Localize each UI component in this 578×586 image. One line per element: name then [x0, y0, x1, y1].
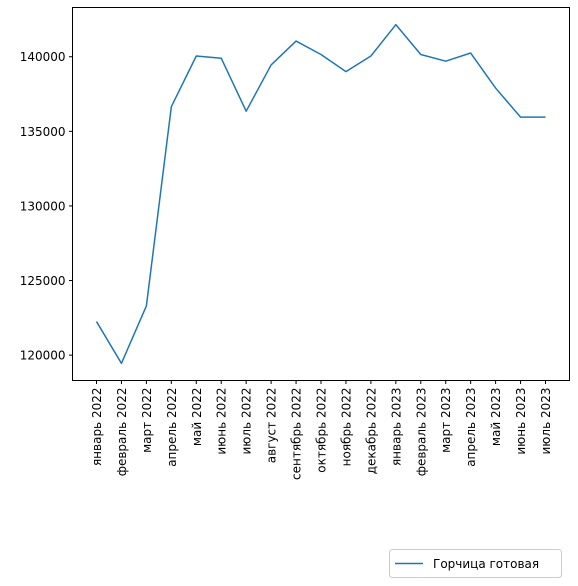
x-tick-label: июнь 2023: [514, 388, 528, 455]
y-tick-label: 125000: [20, 274, 66, 288]
series-line: [95, 23, 546, 365]
x-tick-label: апрель 2022: [165, 388, 179, 467]
y-axis: 120000 125000 130000 135000 140000: [20, 50, 73, 363]
x-tick-label: март 2022: [140, 388, 154, 453]
x-tick-label: ноябрь 2022: [339, 388, 353, 467]
x-tick-label: февраль 2022: [115, 388, 129, 477]
x-tick-label: декабрь 2022: [364, 388, 378, 475]
x-tick-label: февраль 2023: [414, 388, 428, 477]
plot-area: [72, 7, 570, 381]
x-tick-label: июль 2022: [240, 388, 254, 455]
series-group: [95, 23, 546, 365]
y-tick-label: 140000: [20, 50, 66, 64]
x-axis: январь 2022 февраль 2022 март 2022 апрель 2…: [90, 380, 553, 480]
x-tick-label: январь 2022: [90, 388, 104, 467]
y-tick-label: 120000: [20, 349, 66, 363]
x-tick-label: май 2023: [489, 387, 503, 446]
x-tick-label: апрель 2023: [464, 387, 478, 466]
y-tick-label: 135000: [20, 125, 66, 139]
legend-box: [389, 549, 562, 578]
x-tick-label: июль 2023: [539, 388, 553, 455]
x-tick-label: май 2022: [190, 388, 204, 447]
x-tick-label: август 2022: [265, 388, 279, 464]
x-tick-label: сентябрь 2022: [290, 388, 304, 480]
legend: Горчица готовая: [389, 549, 562, 578]
x-tick-label: январь 2023: [389, 388, 403, 467]
legend-label: Горчица готовая: [433, 557, 539, 571]
x-tick-label: март 2023: [439, 388, 453, 453]
x-tick-label: октябрь 2022: [315, 388, 329, 473]
y-tick-label: 130000: [20, 199, 66, 213]
x-tick-label: июнь 2022: [215, 388, 229, 455]
